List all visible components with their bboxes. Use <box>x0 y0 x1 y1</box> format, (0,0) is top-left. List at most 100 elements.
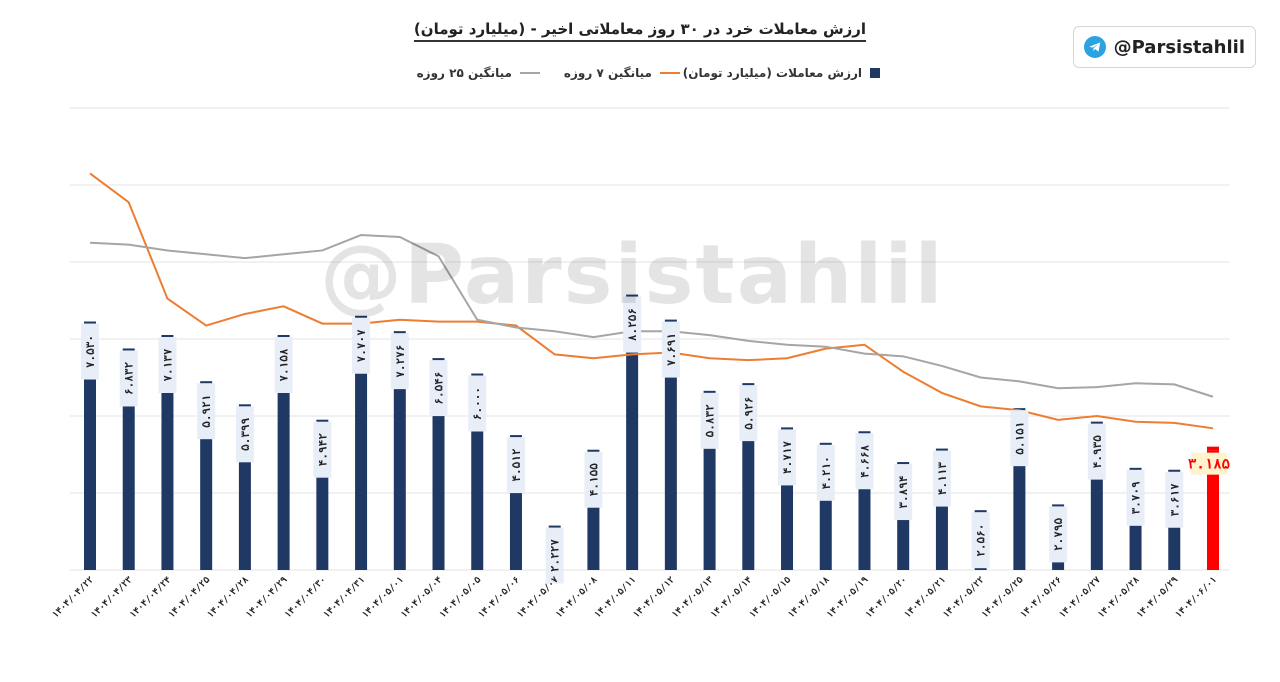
value-label: ۴.۹۴۲ <box>316 433 329 466</box>
value-label-bg <box>1165 471 1184 528</box>
value-label: ۸.۲۵۶ <box>626 308 639 341</box>
value-label-bg <box>855 433 874 490</box>
value-label: ۵.۹۲۶ <box>742 397 755 430</box>
value-label: ۷.۲۷۶ <box>394 345 407 378</box>
value-label-group: ۶.۵۴۶ <box>429 360 448 417</box>
x-tick-labels: ۱۴۰۴/۰۴/۲۲۱۴۰۴/۰۴/۲۳۱۴۰۴/۰۴/۲۴۱۴۰۴/۰۴/۲۵… <box>51 575 1219 621</box>
value-label: ۴.۵۱۲ <box>510 448 523 481</box>
legend-item-ma25: میانگین ۲۵ روزه <box>417 66 540 80</box>
value-label-group: ۸.۲۵۶ <box>623 296 642 353</box>
bar-cap <box>1052 504 1065 509</box>
value-label-group: ۴.۱۱۳ <box>932 450 951 507</box>
value-label: ۲.۵۶۰ <box>975 524 988 557</box>
value-label: ۳.۶۱۷ <box>1168 483 1181 516</box>
value-label-group: ۷.۲۷۶ <box>390 333 409 390</box>
value-label-group: ۴.۱۵۵ <box>584 451 603 508</box>
value-label-bg <box>235 406 254 463</box>
value-label-group: ۳.۶۱۷ <box>1165 471 1184 528</box>
value-label: ۶.۰۰۰ <box>471 387 484 420</box>
value-label: ۲.۲۲۷ <box>549 539 562 572</box>
value-label-group: ۲.۲۲۷ <box>545 527 564 584</box>
value-label: ۵.۱۵۱ <box>1013 422 1026 455</box>
value-label-group: ۷.۵۳۰ <box>81 323 99 380</box>
value-label-bg <box>700 392 719 449</box>
value-label-bg <box>197 383 216 440</box>
value-label-bg <box>274 337 293 393</box>
value-label-group: ۵.۳۹۹ <box>235 406 254 463</box>
value-label-bg <box>545 527 564 584</box>
bar-series <box>84 294 1219 570</box>
value-label: ۷.۶۹۱ <box>665 333 678 366</box>
value-label-group: ۴.۹۳۵ <box>1087 423 1106 480</box>
value-label-bg <box>971 512 990 569</box>
bar <box>393 335 406 570</box>
value-label-bg <box>429 360 448 417</box>
value-label-last: ۳.۱۸۵ <box>1188 452 1230 475</box>
legend-swatch-bars <box>870 68 880 78</box>
brand-badge[interactable]: @Parsistahlil <box>1072 26 1256 68</box>
legend-label-ma25: میانگین ۲۵ روزه <box>416 66 512 80</box>
bar <box>84 325 96 570</box>
bar <box>626 298 639 570</box>
legend-label-bars: ارزش معاملات (میلیارد تومان) <box>682 66 862 80</box>
value-label-group: ۶.۰۰۰ <box>468 375 487 432</box>
legend: ارزش معاملات (میلیارد تومان) میانگین ۷ ر… <box>400 66 880 88</box>
value-label-group: ۴.۷۱۷ <box>778 429 797 486</box>
value-label-group: ۲.۵۶۰ <box>971 512 990 569</box>
value-label-bg <box>816 444 835 501</box>
value-label-group: ۴.۵۱۲ <box>506 437 525 494</box>
value-label: ۳.۸۹۴ <box>897 475 910 508</box>
value-label-bg <box>313 421 332 478</box>
value-label-bg <box>1191 452 1227 475</box>
bar <box>1207 450 1219 570</box>
grid-lines <box>70 107 1230 571</box>
value-label-bg <box>1087 423 1106 480</box>
legend-label-ma7: میانگین ۷ روزه <box>563 66 652 80</box>
value-label-group: ۷.۶۹۱ <box>661 321 680 378</box>
value-label-bg <box>506 437 525 494</box>
value-label: ۳.۱۸۵ <box>1188 457 1230 473</box>
value-label-bg <box>623 296 642 353</box>
x-tick-label: ۱۴۰۴/۰۶/۰۱ <box>1174 575 1219 620</box>
value-label-group: ۵.۸۳۲ <box>700 392 719 449</box>
value-label-group: ۶.۸۳۲ <box>119 350 138 407</box>
value-label: ۷.۱۵۸ <box>278 348 291 381</box>
value-label-group: ۵.۱۵۱ <box>1010 410 1029 467</box>
value-label-bg <box>390 333 409 390</box>
telegram-icon <box>1083 36 1106 58</box>
value-label-bg <box>1010 410 1029 467</box>
value-label-bg <box>1049 506 1068 563</box>
legend-swatch-ma25 <box>520 72 540 74</box>
value-label: ۳.۷۰۹ <box>1130 481 1143 514</box>
value-label-bg <box>1126 469 1145 526</box>
value-label: ۶.۸۳۲ <box>123 362 136 395</box>
value-label: ۷.۱۳۷ <box>161 348 174 381</box>
value-labels: ۷.۵۳۰ ۶.۸۳۲ ۷.۱۳۷ ۵.۹۲۱ ۵.۳۹۹ ۷.۱۵۸ ۴.۹۴۲ ۷.۷۰۷… <box>81 296 1230 584</box>
value-label-group: ۵.۹۲۱ <box>197 383 216 440</box>
value-label: ۲.۷۹۵ <box>1052 517 1065 550</box>
value-label-bg <box>81 323 99 380</box>
legend-item-bars: ارزش معاملات (میلیارد تومان) <box>683 66 880 80</box>
value-label-group: ۳.۷۰۹ <box>1126 469 1145 526</box>
value-label-bg <box>778 429 797 486</box>
brand-handle: @Parsistahlil <box>1113 36 1245 58</box>
bar <box>355 319 368 570</box>
value-label-bg <box>932 450 951 507</box>
value-label-group: ۷.۱۳۷ <box>158 337 177 393</box>
ma25-line <box>89 234 1214 398</box>
bar-cap <box>1207 446 1219 451</box>
value-label: ۴.۶۶۸ <box>858 444 871 477</box>
value-label-bg <box>352 317 371 374</box>
value-label: ۴.۷۱۷ <box>781 440 794 473</box>
value-label-bg <box>661 321 680 378</box>
value-label: ۵.۸۳۲ <box>704 404 717 437</box>
value-label: ۵.۹۲۱ <box>200 395 213 428</box>
value-label-group: ۴.۹۴۲ <box>313 421 332 478</box>
value-label-bg <box>158 337 177 393</box>
chart-title-text: ارزش معاملات خرد در ۳۰ روز معاملاتی اخیر… <box>413 20 867 42</box>
value-label: ۵.۳۹۹ <box>239 417 252 450</box>
value-label-bg <box>894 464 913 521</box>
bar <box>277 339 290 570</box>
